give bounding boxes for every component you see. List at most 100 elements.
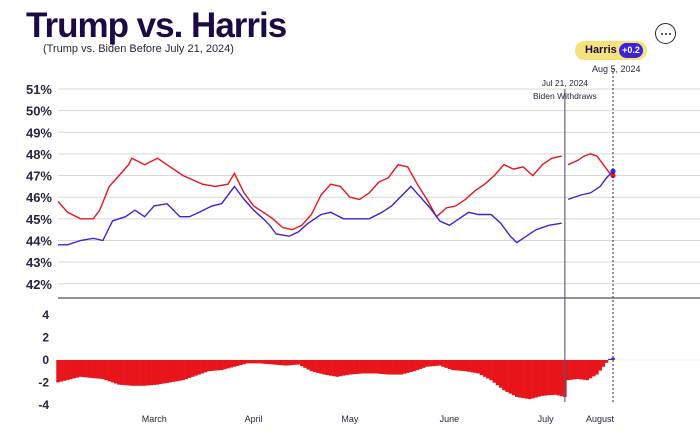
margin-bar	[505, 360, 509, 392]
margin-bar	[370, 360, 375, 374]
margin-bar	[341, 360, 346, 376]
margin-bar	[296, 360, 301, 365]
y-tick-label: 48%	[26, 147, 52, 162]
margin-bar	[203, 360, 208, 373]
margin-bar	[518, 360, 522, 398]
margin-bar	[498, 360, 503, 388]
margin-bar	[69, 360, 73, 380]
margin-bar	[470, 360, 474, 373]
annotation-text: Biden Withdraws	[533, 91, 597, 101]
margin-bar	[216, 360, 221, 371]
margin-bar	[91, 360, 96, 379]
margin-bar	[271, 360, 275, 365]
margin-bar	[377, 360, 381, 374]
margin-bar	[332, 360, 336, 377]
margin-bar	[527, 360, 532, 400]
margin-bar	[354, 360, 359, 374]
margin-bar	[322, 360, 327, 375]
margin-bar	[178, 360, 182, 381]
margin-bar	[267, 360, 272, 365]
margin-bar	[425, 360, 429, 367]
margin-bar	[101, 360, 105, 380]
margin-bar	[306, 360, 310, 370]
margin-bar	[303, 360, 307, 368]
margin-bar	[126, 360, 131, 386]
margin-bar	[300, 360, 304, 367]
margin-bar	[155, 360, 160, 385]
margin-bar	[117, 360, 121, 385]
margin-bar	[495, 360, 500, 386]
margin-bar	[75, 360, 80, 378]
margin-bar	[547, 360, 551, 396]
margin-bar	[575, 360, 580, 380]
margin-bar	[312, 360, 317, 373]
margin-bar	[463, 360, 468, 372]
y-tick-label: 51%	[26, 82, 52, 97]
margin-bar	[591, 360, 596, 377]
margin-bar	[210, 360, 214, 371]
margin-bar	[601, 360, 606, 367]
margin-bar	[444, 360, 448, 368]
margin-bar	[113, 360, 118, 384]
margin-bar	[511, 360, 516, 396]
margin-bar	[553, 360, 558, 395]
margin-bar	[78, 360, 83, 377]
y-tick-label: 47%	[26, 169, 52, 184]
y-tick-label: 50%	[26, 104, 52, 119]
margin-tick-label: 0	[42, 353, 49, 367]
margin-bar	[582, 360, 586, 380]
margin-bar	[521, 360, 525, 399]
margin-bar	[261, 360, 266, 364]
margin-bar	[94, 360, 99, 379]
margin-bar	[251, 360, 256, 364]
y-tick-label: 43%	[26, 255, 52, 270]
margin-bar	[110, 360, 115, 383]
margin-bar	[438, 360, 442, 366]
margin-bar	[508, 360, 513, 394]
margin-tick-label: 4	[42, 308, 49, 322]
margin-bar	[473, 360, 477, 373]
margin-bar	[515, 360, 519, 397]
margin-bar	[235, 360, 240, 366]
margin-bar	[466, 360, 471, 372]
margin-bar	[572, 360, 577, 380]
margin-bar	[328, 360, 333, 376]
margin-bar	[85, 360, 89, 378]
margin-bar	[258, 360, 262, 364]
harris-line	[567, 170, 614, 201]
margin-bar	[399, 360, 404, 375]
margin-bar	[319, 360, 323, 374]
margin-bar	[277, 360, 282, 366]
margin-bar	[207, 360, 211, 372]
margin-bar	[380, 360, 384, 374]
more-options-icon[interactable]	[655, 23, 676, 44]
trump-line	[567, 153, 614, 177]
margin-bar	[171, 360, 176, 382]
margin-bar	[146, 360, 150, 386]
x-tick-label: August	[586, 414, 615, 424]
margin-bar	[559, 360, 564, 397]
margin-bar	[604, 360, 609, 363]
margin-bar	[130, 360, 134, 386]
annotation-date: Jul 21, 2024	[542, 78, 589, 88]
margin-bar	[396, 360, 400, 375]
margin-bar	[534, 360, 538, 398]
margin-bar	[383, 360, 387, 375]
margin-bar	[284, 360, 288, 366]
margin-tick-label: -4	[38, 398, 49, 412]
margin-bar	[239, 360, 243, 366]
y-tick-label: 46%	[26, 190, 52, 205]
margin-bar	[158, 360, 163, 385]
margin-bar	[502, 360, 506, 391]
margin-bar	[441, 360, 445, 367]
margin-bar	[280, 360, 285, 366]
dot	[660, 32, 663, 35]
margin-bar	[579, 360, 583, 380]
dot	[668, 32, 671, 35]
margin-bar	[373, 360, 378, 374]
margin-bar	[537, 360, 541, 397]
margin-bar	[274, 360, 278, 365]
margin-bar	[223, 360, 227, 370]
y-tick-label: 42%	[26, 277, 52, 292]
margin-bar	[142, 360, 147, 386]
